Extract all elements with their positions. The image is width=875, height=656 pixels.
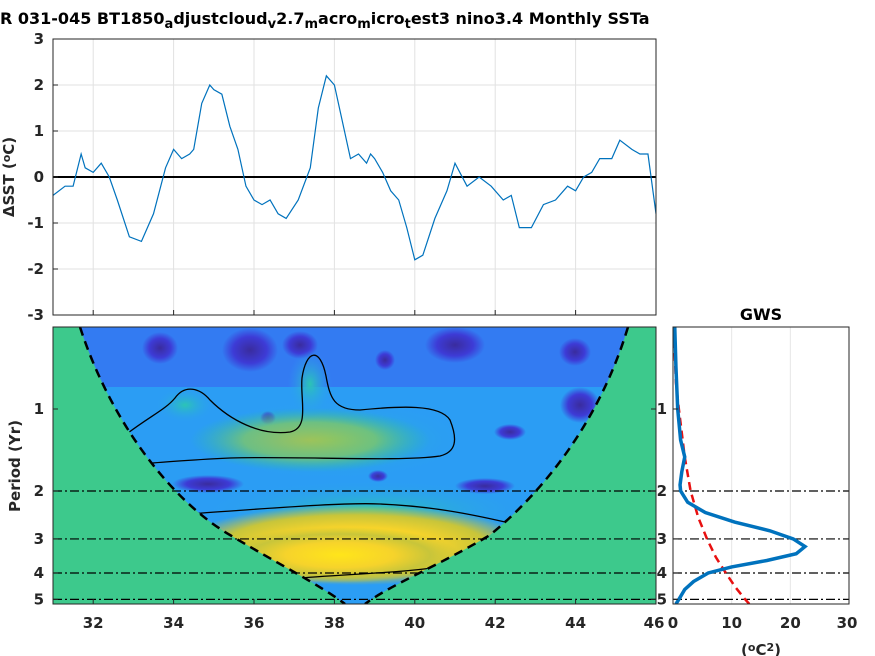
wavelet-x-tick-label: 40 [404,614,425,632]
timeseries-y-tick-label: 3 [34,30,44,48]
gws-y-ticks: 1 2 3 4 5 [657,400,678,608]
wavelet-x-tick-label: 38 [324,614,345,632]
cone-of-influence-line-right [364,327,630,604]
gws-title: GWS [740,305,782,324]
period-guide-lines [53,490,656,600]
gws-significance-line [673,327,751,604]
timeseries-y-tick-label: 2 [34,76,44,94]
gws-y-tick-label: 3 [657,530,667,548]
gws-x-tick-label: 10 [721,614,742,632]
gws-guide-lines [673,490,849,600]
gws-y-tick-label: 4 [657,564,667,582]
wavelet-y-tick-label: 4 [34,564,44,582]
cone-of-influence-mask-right [365,327,656,604]
wavelet-x-tick-label: 42 [485,614,506,632]
timeseries-x-tickmarks [92,310,657,315]
timeseries-y-tick-label: -3 [27,306,44,324]
wavelet-x-tick-label: 46 [644,614,665,632]
timeseries-y-label: ΔSST (oC) [0,137,18,217]
gws-panel: GWS 1 2 3 4 5 0 10 20 30 (oC2) [657,305,858,656]
wavelet-y-ticks: 1 2 3 4 5 [34,400,656,608]
wavelet-x-ticks: 32 34 36 38 40 42 44 46 [83,599,665,632]
wavelet-y-tick-label: 3 [34,530,44,548]
timeseries-y-tick-label: 1 [34,122,44,140]
wavelet-y-label: Period (Yr) [6,420,24,512]
wavelet-y-tick-label: 5 [34,590,44,608]
timeseries-y-tick-label: 0 [34,168,44,186]
timeseries-y-tick-label: -1 [27,214,44,232]
gws-x-ticks: 0 10 20 30 [668,614,858,632]
wavelet-y-tick-label: 2 [34,482,44,500]
cone-of-influence-line [78,327,346,604]
wavelet-x-tick-label: 44 [565,614,586,632]
wavelet-x-tick-label: 36 [244,614,265,632]
gws-y-tick-label: 5 [657,590,667,608]
gws-y-tick-label: 1 [657,400,667,418]
cone-of-influence-mask [53,327,345,604]
chart-title: R 031-045 BT1850adjustcloudv2.7macromicr… [0,9,650,32]
gws-x-label: (oC2) [741,641,781,656]
gws-x-tick-label: 0 [668,614,678,632]
timeseries-y-ticks: 3 2 1 0 -1 -2 -3 [27,30,58,324]
wavelet-y-tick-label: 1 [34,400,44,418]
gws-y-tick-label: 2 [657,482,667,500]
wavelet-x-tick-label: 32 [83,614,104,632]
significance-contours [123,354,506,580]
sst-anomaly-line [53,74,656,261]
gws-x-tick-label: 20 [780,614,801,632]
gws-x-tick-label: 30 [837,614,858,632]
timeseries-y-tick-label: -2 [27,260,44,278]
wavelet-x-tick-label: 34 [163,614,184,632]
gws-power-line [673,327,808,604]
timeseries-panel: 3 2 1 0 -1 -2 -3 ΔSST (oC) [0,30,657,324]
